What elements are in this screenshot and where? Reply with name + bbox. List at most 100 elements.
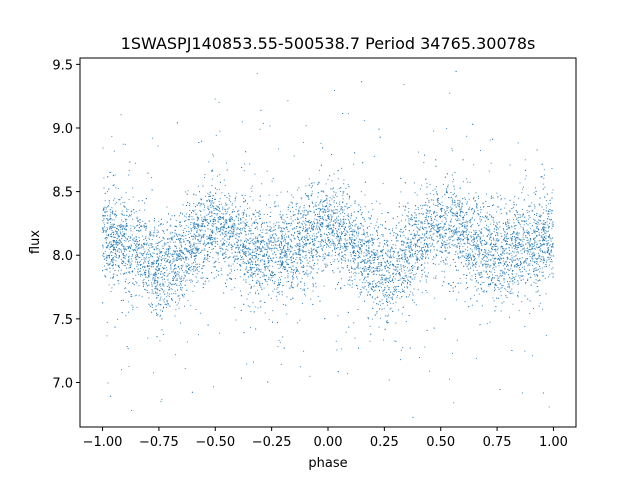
data-point (363, 239, 365, 241)
data-point (304, 222, 306, 224)
data-point (165, 254, 167, 255)
data-point (143, 244, 145, 246)
data-point (514, 225, 516, 226)
data-point (490, 162, 492, 164)
data-point (489, 229, 491, 231)
data-point (335, 244, 336, 246)
data-point (342, 191, 344, 193)
data-point (281, 217, 283, 219)
data-point (483, 251, 485, 253)
data-point (333, 261, 335, 262)
data-point (121, 197, 123, 198)
data-point (131, 263, 132, 265)
data-point (178, 285, 180, 286)
data-point (326, 246, 328, 248)
data-point (256, 279, 258, 281)
data-point (322, 201, 324, 203)
data-point (216, 189, 218, 191)
data-point (292, 196, 294, 198)
data-point (329, 197, 331, 199)
data-point (479, 283, 481, 285)
data-point (231, 204, 233, 206)
data-point (212, 232, 214, 234)
data-point (361, 233, 363, 235)
data-point (509, 292, 511, 294)
data-point (159, 304, 161, 305)
data-point (330, 244, 332, 246)
data-point (298, 238, 300, 240)
data-point (440, 204, 441, 206)
data-point (173, 249, 175, 251)
data-point (409, 256, 410, 258)
data-point (436, 224, 438, 226)
data-point (417, 206, 419, 208)
data-point (184, 293, 185, 295)
data-point (520, 250, 522, 252)
data-point (518, 291, 519, 293)
data-point (124, 247, 126, 249)
data-point (549, 222, 550, 224)
data-point (466, 220, 468, 222)
data-point (354, 203, 356, 205)
data-point (262, 122, 264, 124)
data-point (235, 215, 237, 217)
data-point (171, 215, 173, 217)
data-point (492, 263, 494, 265)
data-point (169, 289, 170, 291)
data-point (212, 229, 214, 231)
data-point (213, 218, 215, 220)
data-point (131, 249, 133, 251)
data-point (533, 308, 534, 309)
data-point (219, 130, 221, 132)
data-point (269, 206, 271, 208)
data-point (292, 229, 294, 231)
data-point (186, 341, 188, 343)
data-point (296, 244, 298, 246)
data-point (274, 229, 276, 231)
data-point (299, 230, 300, 232)
data-point (197, 243, 199, 245)
data-point (184, 254, 186, 256)
data-point (229, 232, 231, 234)
data-point (453, 402, 455, 404)
data-point (163, 301, 165, 303)
data-point (170, 254, 172, 256)
data-point (347, 260, 349, 262)
data-point (250, 261, 252, 263)
data-point (336, 196, 338, 198)
data-point (382, 249, 384, 251)
data-point (272, 276, 274, 278)
data-point (302, 245, 304, 247)
data-point (305, 244, 307, 246)
data-point (463, 216, 465, 218)
data-point (303, 284, 305, 286)
data-point (419, 234, 421, 236)
data-point (435, 191, 437, 193)
data-point (194, 222, 195, 224)
data-point (179, 247, 181, 249)
data-point (132, 238, 134, 240)
data-point (316, 252, 318, 254)
data-point (247, 239, 249, 240)
data-point (426, 209, 428, 211)
data-point (425, 279, 427, 281)
data-point (542, 229, 544, 231)
data-point (433, 203, 434, 205)
data-point (163, 231, 165, 233)
data-point (195, 243, 197, 245)
data-point (547, 224, 549, 226)
data-point (197, 240, 199, 242)
data-point (122, 231, 124, 233)
data-point (381, 213, 383, 214)
data-point (178, 215, 180, 217)
data-point (116, 244, 118, 246)
data-point (221, 226, 223, 228)
data-point (168, 293, 170, 295)
data-point (525, 237, 527, 238)
data-point (542, 238, 544, 240)
data-point (385, 280, 387, 281)
data-point (196, 229, 198, 231)
data-point (243, 252, 244, 254)
data-point (302, 217, 304, 219)
data-point (397, 270, 399, 272)
